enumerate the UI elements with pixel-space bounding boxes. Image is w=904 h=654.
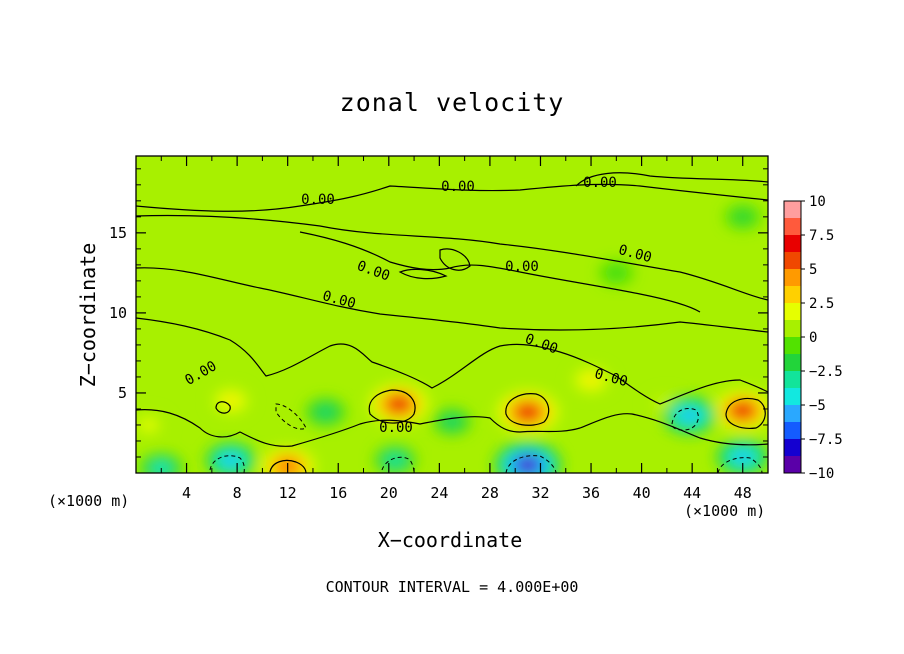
colorbar-swatch [784,320,801,338]
y-tick-label: 10 [109,304,127,322]
x-tick-label: 8 [233,484,242,502]
colorbar-tick-label: 5 [809,262,817,278]
x-tick-label: 28 [481,484,499,502]
x-tick-label: 24 [430,484,448,502]
negative-contours [209,403,763,473]
colorbar-swatch [784,252,801,270]
y-tick-label: 15 [109,224,127,242]
chart-title: zonal velocity [339,88,565,117]
contour-label: 0.00 [505,259,539,275]
x-axis-label: X−coordinate [377,528,523,552]
contour-line [215,401,231,414]
contour-line [725,397,766,429]
velocity-anomaly [611,269,621,276]
contour-line [717,457,763,473]
colorbar-swatch [784,439,801,457]
contour-line [275,403,307,430]
velocity-anomaly [520,406,536,418]
contour-line [398,268,448,280]
velocity-field [136,156,768,473]
contour-line [136,317,768,405]
contour-line [575,172,768,187]
colorbar-swatch [784,235,801,253]
contour-line [136,409,768,447]
contour-line [505,455,557,473]
x-tick-label: 4 [182,484,191,502]
contour-label: 0.00 [441,179,475,195]
contour-label: 0.00 [379,420,413,436]
colorbar-swatch [784,303,801,321]
velocity-anomaly [585,376,597,384]
contour-line [136,267,768,333]
x-tick-label: 40 [633,484,651,502]
colorbar-swatch [784,405,801,423]
x-unit-note-left: (×1000 m) [48,492,130,510]
velocity-anomaly [143,421,154,429]
y-tick-label: 5 [118,384,127,402]
velocity-anomaly [736,452,750,462]
velocity-anomaly [738,213,748,221]
colorbar-tick-label: −10 [809,466,834,482]
x-tick-label: 12 [279,484,297,502]
colorbar-swatch [784,201,801,219]
contour-label: 0.00 [301,192,335,208]
x-unit-note-right: (×1000 m) [684,502,766,520]
velocity-anomaly [519,459,537,471]
contour-line [269,459,307,473]
contour-line [368,389,416,424]
x-tick-label: 44 [683,484,701,502]
contour-line [209,455,245,473]
x-tick-label: 48 [734,484,752,502]
contour-interval-text: CONTOUR INTERVAL = 4.000E+00 [325,578,579,596]
contour-line [505,393,550,426]
colorbar-swatch [784,422,801,440]
contour-line [136,183,768,212]
colorbar-tick-label: −2.5 [809,364,843,380]
colorbar-tick-label: 7.5 [809,228,834,244]
contour-line [671,408,699,431]
colorbar-tick-label: 0 [809,330,817,346]
zero-contours [136,172,768,473]
x-tick-label: 36 [582,484,600,502]
contour-line [136,214,768,301]
velocity-anomaly [320,408,331,416]
colorbar-swatch [784,388,801,406]
colorbar-swatch [784,218,801,236]
colorbar-swatch [784,269,801,287]
velocity-anomaly [225,397,236,405]
velocity-anomaly [389,456,401,465]
colorbar-swatch [784,456,801,474]
contour-line [439,248,471,271]
x-tick-label: 20 [380,484,398,502]
velocity-anomaly [682,410,697,421]
plot-frame [135,155,769,474]
velocity-anomaly [391,399,407,410]
colorbar-swatch [784,286,801,304]
velocity-anomaly [447,418,457,426]
colorbar-swatch [784,371,801,389]
colorbar: 10 7.5 5 2.5 0 −2.5 −5 −7.5 −10 [783,194,843,482]
velocity-anomaly [735,405,751,416]
contour-line [299,231,701,313]
colorbar-swatch [784,354,801,372]
velocity-anomaly [224,455,238,465]
colorbar-tick-label: 2.5 [809,296,834,312]
colorbar-tick-label: −5 [809,398,826,414]
x-tick-label: 16 [329,484,347,502]
contour-label: 0.00 [583,175,617,191]
colorbar-tick-label: 10 [809,194,826,210]
x-tick-label: 32 [531,484,549,502]
colorbar-tick-label: −7.5 [809,432,843,448]
colorbar-swatch [784,337,801,355]
